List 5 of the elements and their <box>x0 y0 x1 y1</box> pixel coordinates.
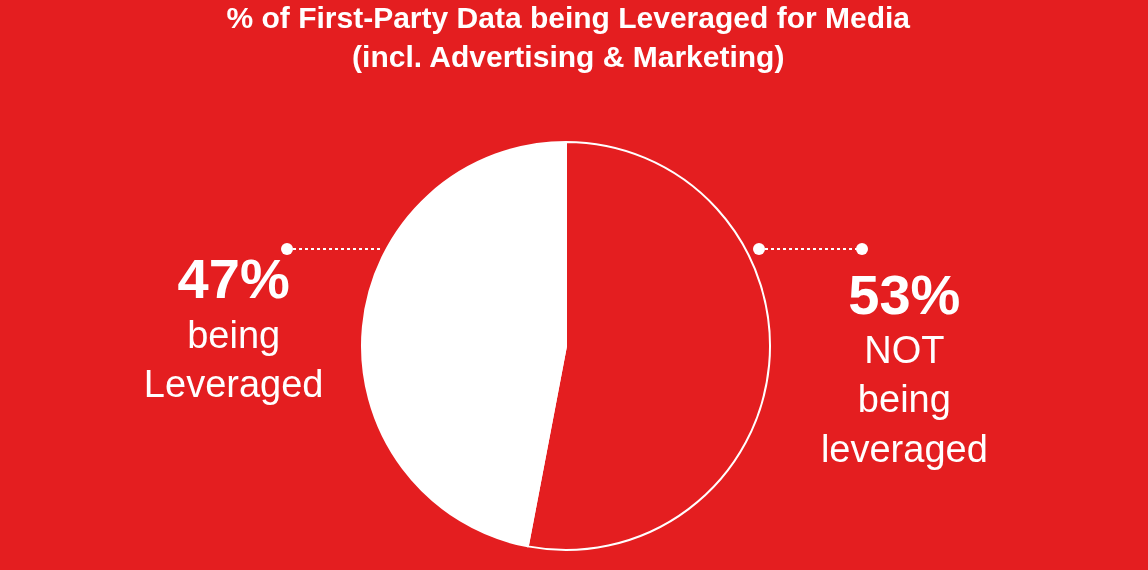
data-label: 47% <box>177 247 290 311</box>
slice-label: NOT being leveraged <box>820 328 988 470</box>
slice-label: being Leveraged <box>143 313 324 405</box>
chart-title: % of First-Party Data being Leveraged for Media (incl. Advertising & Marketing) <box>226 1 911 73</box>
data-label: 53% <box>848 262 961 326</box>
